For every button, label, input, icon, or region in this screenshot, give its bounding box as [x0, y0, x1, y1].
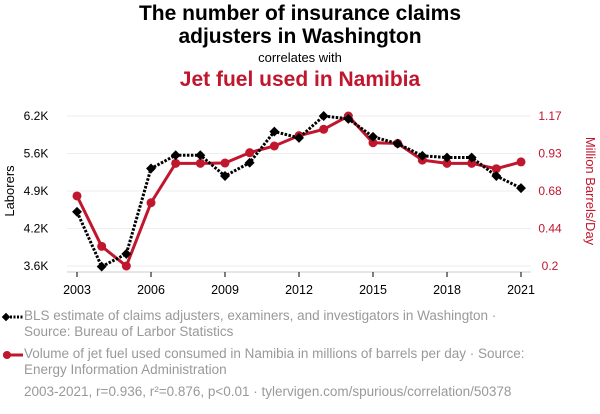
jet-fuel-point	[195, 158, 205, 168]
x-tick-label: 2003	[63, 283, 91, 297]
jet-fuel-point	[368, 138, 378, 148]
claims-adjusters-point	[392, 138, 403, 149]
legend-item-2: Volume of jet fuel used consumed in Nami…	[2, 346, 544, 378]
claims-adjusters-point	[466, 152, 477, 163]
jet-fuel-point	[516, 157, 526, 167]
y-tick-right: 0.2	[542, 259, 559, 273]
jet-fuel-point	[491, 164, 501, 174]
claims-adjusters-point	[516, 183, 526, 194]
jet-fuel-point	[245, 148, 255, 158]
chart-subtitle: Jet fuel used in Namibia	[179, 68, 421, 91]
chart-plot: 6.2K 1.17 5.6K 0.93 4.9K 0.68 4.2K 0.44 3.6K 0.2 2…	[2, 109, 598, 297]
y-axis-label-left: Laborers	[2, 165, 17, 217]
x-tick-label: 2009	[211, 283, 239, 297]
jet-fuel-point	[319, 124, 329, 134]
claims-adjusters-point	[417, 150, 428, 161]
jet-fuel-point	[146, 198, 156, 208]
y-tick-right: 1.17	[538, 109, 562, 123]
claims-adjusters-point	[244, 157, 255, 168]
y-tick-left: 5.6K	[24, 147, 49, 161]
title-line-1: The number of insurance claims	[138, 2, 462, 25]
y-tick-left: 6.2K	[24, 109, 49, 123]
legend-black-diamond-icon	[2, 312, 23, 322]
claims-adjusters-point	[269, 126, 280, 137]
jet-fuel-point	[72, 191, 82, 201]
y-tick-right: 0.68	[538, 184, 562, 198]
y-tick-right: 0.93	[538, 147, 562, 161]
claims-adjusters-point	[442, 152, 452, 163]
claims-adjusters-point	[170, 150, 181, 161]
jet-fuel-point	[269, 141, 279, 151]
y-tick-right: 0.44	[538, 222, 562, 236]
claims-adjusters-point	[121, 248, 132, 259]
claims-adjusters-point	[491, 171, 502, 181]
title-line-2: adjusters in Washington	[178, 25, 422, 48]
footer-stats: 2003-2021, r=0.936, r²=0.876, p<0.01 · t…	[24, 384, 512, 399]
claims-adjusters-point	[368, 131, 378, 142]
correlates-with: correlates with	[258, 50, 342, 65]
jet-fuel-point	[171, 158, 181, 168]
claims-adjusters-point	[195, 150, 206, 161]
jet-fuel-point	[97, 241, 107, 251]
y-axis-label-right: Million Barrels/Day	[583, 137, 598, 246]
x-tick-label: 2021	[507, 283, 535, 297]
claims-adjusters-point	[220, 171, 230, 181]
claims-adjusters-point	[146, 163, 156, 174]
jet-fuel-point	[121, 261, 131, 271]
x-tick-label: 2006	[137, 283, 165, 297]
y-tick-left: 4.9K	[24, 184, 49, 198]
legend-red-dot-icon	[3, 351, 23, 359]
legend-item-1: BLS estimate of claims adjusters, examin…	[2, 308, 544, 340]
claims-adjusters-point	[318, 111, 329, 121]
y-tick-left: 4.2K	[24, 222, 49, 236]
claims-adjusters-point	[294, 132, 304, 143]
jet-fuel-point	[220, 158, 230, 168]
x-tick-label: 2018	[433, 283, 461, 297]
x-tick-label: 2015	[359, 283, 387, 297]
jet-fuel-point	[442, 158, 452, 168]
x-tick-label: 2012	[285, 283, 313, 297]
y-tick-left: 3.6K	[24, 259, 49, 273]
chart-title: The number of insurance claims adjusters …	[0, 2, 600, 48]
legend-label-1: BLS estimate of claims adjusters, examin…	[24, 308, 497, 339]
legend-label-2: Volume of jet fuel used consumed in Nami…	[24, 346, 525, 377]
claims-adjusters-point	[72, 206, 82, 217]
